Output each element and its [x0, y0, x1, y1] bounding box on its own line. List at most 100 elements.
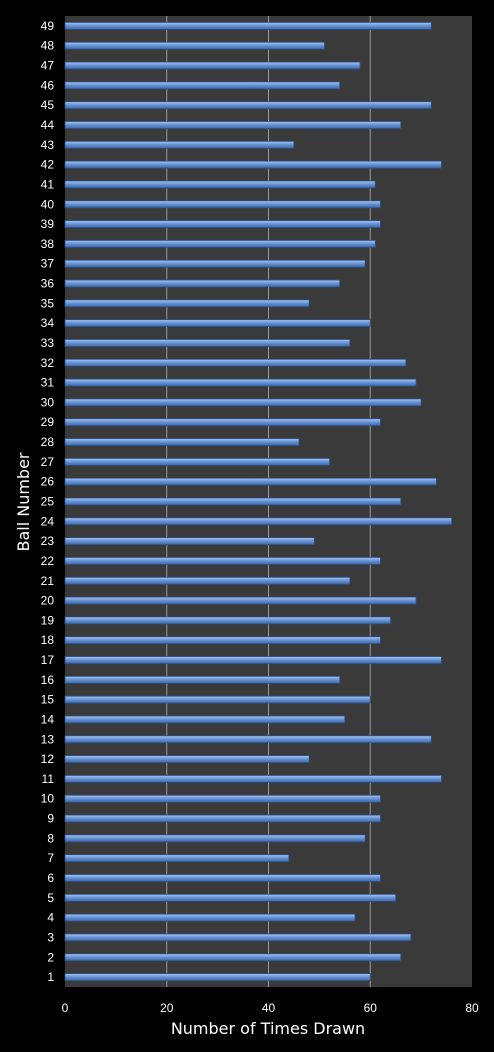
- y-tick-label: 47: [41, 59, 55, 73]
- y-tick-label: 45: [41, 98, 55, 112]
- bar: [64, 973, 371, 981]
- y-tick-label: 43: [41, 138, 55, 152]
- bar: [64, 675, 341, 684]
- bar: [64, 933, 412, 942]
- y-tick-label: 12: [41, 752, 55, 766]
- y-tick-label: 46: [41, 78, 55, 92]
- bar: [64, 735, 432, 744]
- y-tick-label: 38: [41, 237, 55, 251]
- bar: [64, 557, 381, 565]
- y-axis-title: Ball Number: [14, 452, 33, 551]
- x-tick-label: 40: [262, 1001, 276, 1015]
- bar: [64, 121, 402, 129]
- x-tick-labels: 0 20 40 60 80: [62, 1001, 479, 1015]
- bar: [64, 537, 315, 546]
- bar: [64, 517, 453, 526]
- y-tick-label: 36: [41, 277, 55, 291]
- bar: [64, 775, 442, 783]
- y-tick-label: 42: [41, 158, 55, 172]
- bar: [64, 874, 381, 882]
- bar: [64, 81, 341, 90]
- x-tick-label: 60: [364, 1001, 378, 1015]
- bars: [64, 22, 453, 981]
- y-tick-label: 13: [41, 732, 55, 746]
- y-tick-label: 27: [41, 455, 55, 469]
- bar: [64, 755, 310, 764]
- y-tick-label: 48: [41, 39, 55, 53]
- y-tick-label: 4: [47, 911, 54, 925]
- bar: [64, 22, 432, 30]
- bar: [64, 457, 330, 466]
- y-tick-label: 40: [41, 197, 55, 211]
- y-tick-label: 9: [47, 812, 54, 826]
- bar: [64, 358, 407, 367]
- y-tick-label: 33: [41, 336, 55, 350]
- y-tick-label: 22: [41, 554, 55, 568]
- bar: [64, 61, 361, 70]
- y-tick-label: 49: [41, 19, 55, 33]
- y-tick-label: 17: [41, 653, 55, 667]
- y-tick-label: 44: [41, 118, 55, 132]
- y-tick-label: 18: [41, 633, 55, 647]
- y-tick-label: 37: [41, 257, 55, 271]
- y-tick-label: 1: [47, 970, 54, 984]
- bar: [64, 220, 381, 228]
- x-tick-label: 80: [465, 1001, 479, 1015]
- y-tick-label: 23: [41, 534, 55, 548]
- bar: [64, 398, 422, 407]
- y-tick-label: 14: [41, 712, 55, 726]
- bar: [64, 834, 366, 843]
- y-tick-label: 16: [41, 673, 55, 687]
- bar: [64, 339, 351, 347]
- y-tick-label: 21: [41, 574, 55, 588]
- y-tick-label: 10: [41, 792, 55, 806]
- bar: [64, 814, 381, 823]
- x-axis-title: Number of Times Drawn: [171, 1019, 365, 1038]
- bar: [64, 953, 402, 962]
- y-tick-label: 30: [41, 395, 55, 409]
- bar: [64, 695, 371, 704]
- y-tick-label: 31: [41, 376, 55, 390]
- bar: [64, 259, 366, 268]
- bar: [64, 239, 376, 248]
- y-tick-label: 8: [47, 831, 54, 845]
- y-tick-label: 19: [41, 613, 55, 627]
- y-tick-label: 5: [47, 891, 54, 905]
- x-tick-label: 20: [160, 1001, 174, 1015]
- bar: [64, 41, 325, 50]
- bar: [64, 140, 295, 149]
- bar: [64, 180, 376, 189]
- y-tick-label: 26: [41, 475, 55, 489]
- bar: [64, 715, 346, 724]
- bar: [64, 438, 300, 446]
- bar: [64, 794, 381, 803]
- bar: [64, 854, 290, 863]
- y-tick-label: 35: [41, 296, 55, 310]
- y-tick-label: 7: [47, 851, 54, 865]
- bar: [64, 101, 432, 110]
- y-tick-label: 15: [41, 693, 55, 707]
- bar: [64, 656, 442, 664]
- y-tick-label: 39: [41, 217, 55, 231]
- bar: [64, 418, 381, 427]
- bar: [64, 319, 371, 328]
- bar: [64, 160, 442, 169]
- bar: [64, 299, 310, 308]
- bar: [64, 378, 417, 387]
- y-tick-label: 41: [41, 177, 55, 191]
- bar: [64, 497, 402, 506]
- y-tick-label: 11: [42, 772, 55, 786]
- y-tick-label: 34: [41, 316, 55, 330]
- y-tick-label: 28: [41, 435, 55, 449]
- bar: [64, 893, 397, 902]
- x-tick-label: 0: [62, 1001, 69, 1015]
- bar: [64, 636, 381, 645]
- y-tick-label: 24: [41, 514, 55, 528]
- y-tick-label: 29: [41, 415, 55, 429]
- bar: [64, 596, 417, 605]
- bar: [64, 913, 356, 922]
- bar: [64, 616, 392, 625]
- y-tick-label: 2: [47, 950, 54, 964]
- y-tick-label: 6: [47, 871, 54, 885]
